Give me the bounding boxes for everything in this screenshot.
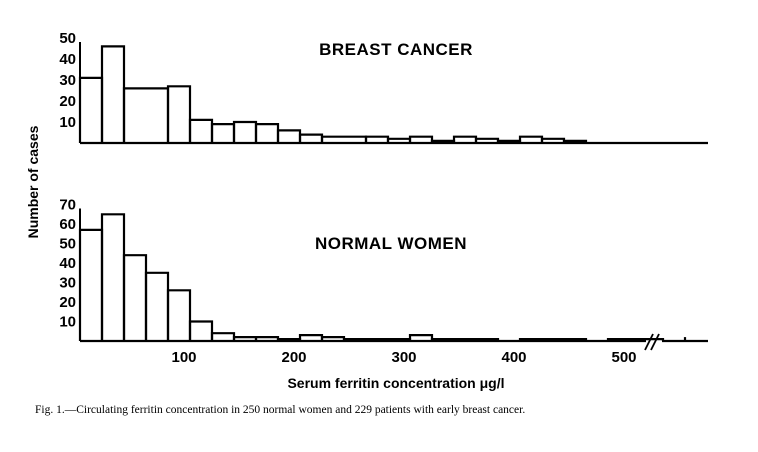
normal-women-bar (100, 213, 126, 341)
breast-cancer-y-tick-label: 40 (59, 51, 76, 68)
breast-cancer-bar (166, 85, 192, 143)
normal-women-bar (430, 338, 500, 341)
breast-cancer-bar (188, 118, 214, 143)
normal-women-x-tick-label: 200 (281, 349, 306, 366)
normal-women-bar (78, 228, 104, 341)
normal-women-y-tick-label: 30 (59, 275, 76, 292)
figure-caption: Fig. 1.—Circulating ferritin concentrati… (35, 404, 525, 416)
normal-women-y-tick-label: 50 (59, 236, 76, 253)
normal-women-bar (144, 271, 170, 341)
breast-cancer-bar (100, 45, 126, 143)
breast-cancer-y-tick-label: 10 (59, 114, 76, 131)
normal-women-bar (606, 338, 665, 341)
normal-women-y-tick-label: 40 (59, 255, 76, 272)
breast-cancer-y-tick-label: 30 (59, 72, 76, 89)
normal-women-bar (518, 338, 588, 341)
normal-women-bar (210, 332, 236, 341)
normal-women-y-tick-label: 10 (59, 314, 76, 331)
breast-cancer-panel: BREAST CANCER 10 20 30 40 50 (59, 30, 708, 145)
breast-cancer-bar (276, 129, 302, 143)
normal-women-panel: NORMAL WOMEN 10 20 30 40 50 60 70 100 200 300 400… (59, 197, 708, 366)
breast-cancer-bar (298, 133, 324, 143)
breast-cancer-bar (78, 76, 104, 143)
normal-women-x-tick-label: 100 (171, 349, 196, 366)
breast-cancer-y-tick-label: 20 (59, 93, 76, 110)
normal-women-bar (188, 320, 214, 341)
normal-women-y-ticks: 10 20 30 40 50 60 70 (59, 197, 81, 341)
breast-cancer-y-ticks: 10 20 30 40 50 (59, 30, 81, 143)
axis-break-mark (644, 333, 660, 351)
breast-cancer-bar (254, 123, 280, 143)
breast-cancer-title: BREAST CANCER (319, 40, 473, 59)
breast-cancer-bar (122, 87, 170, 143)
normal-women-x-tick-label: 300 (391, 349, 416, 366)
normal-women-x-tick-label: 500 (611, 349, 636, 366)
normal-women-y-tick-label: 60 (59, 216, 76, 233)
normal-women-y-tick-label: 20 (59, 294, 76, 311)
normal-women-bars (78, 213, 687, 341)
y-axis-title: Number of cases (25, 125, 41, 238)
normal-women-x-ticks: 100 200 300 400 500 (171, 349, 636, 366)
breast-cancer-bars (78, 45, 588, 143)
normal-women-bar (166, 289, 192, 341)
normal-women-title: NORMAL WOMEN (315, 234, 467, 253)
breast-cancer-bar (562, 139, 588, 143)
breast-cancer-y-tick-label: 50 (59, 30, 76, 47)
breast-cancer-bar (232, 120, 258, 143)
normal-women-x-tick-label: 400 (501, 349, 526, 366)
normal-women-bar (122, 254, 148, 341)
normal-women-y-tick-label: 70 (59, 197, 76, 214)
breast-cancer-bar (210, 123, 236, 143)
x-axis-title: Serum ferritin concentration μg/l (287, 375, 504, 391)
